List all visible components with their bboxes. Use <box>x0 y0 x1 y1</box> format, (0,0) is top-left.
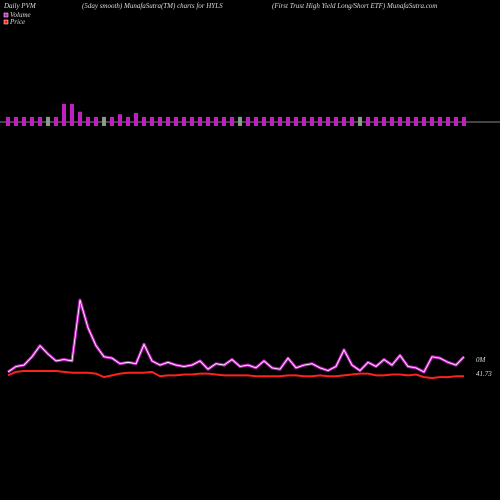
volume-bar <box>190 116 194 126</box>
volume-bar <box>198 116 202 126</box>
legend-swatch <box>3 12 9 18</box>
volume-bar <box>422 116 426 126</box>
volume-bar <box>94 116 98 126</box>
volume-bar <box>462 116 466 126</box>
legend-label: Volume <box>10 11 31 19</box>
volume-bar <box>278 116 282 126</box>
volume-bar <box>158 116 162 126</box>
volume-bar <box>54 116 58 126</box>
volume-bar <box>110 116 114 126</box>
volume-bar <box>398 116 402 126</box>
volume-bar <box>230 116 234 126</box>
volume-bar <box>14 116 18 126</box>
volume-bar <box>302 116 306 126</box>
volume-bar <box>270 116 274 126</box>
volume-bar <box>350 116 354 126</box>
volume-bar <box>374 116 378 126</box>
volume-line-core <box>7 299 465 373</box>
volume-bar <box>182 116 186 126</box>
volume-bar <box>214 116 218 126</box>
volume-bar <box>254 116 258 126</box>
volume-bar <box>390 116 394 126</box>
volume-bar <box>166 116 170 126</box>
volume-bar <box>22 116 26 126</box>
volume-bar <box>150 116 154 126</box>
legend-swatch <box>3 19 9 25</box>
volume-bar <box>334 116 338 126</box>
volume-bar <box>62 103 66 126</box>
volume-bar <box>358 116 362 126</box>
volume-bar <box>310 116 314 126</box>
volume-bar <box>438 116 442 126</box>
volume-bar <box>342 116 346 126</box>
volume-bar <box>326 116 330 126</box>
volume-bar <box>102 116 106 126</box>
volume-bar <box>206 116 210 126</box>
volume-bar <box>118 114 122 126</box>
volume-bar <box>430 116 434 126</box>
volume-bar <box>446 116 450 126</box>
volume-bar <box>46 116 50 126</box>
volume-bar <box>262 116 266 126</box>
volume-bar <box>78 111 82 126</box>
volume-bar <box>382 116 386 126</box>
volume-bar <box>454 116 458 126</box>
volume-bar <box>70 103 74 126</box>
volume-bar <box>238 116 242 126</box>
volume-bar <box>246 116 250 126</box>
volume-bar <box>174 116 178 126</box>
chart-title: Daily PVM <box>3 2 37 10</box>
volume-bar <box>286 116 290 126</box>
volume-bar <box>222 116 226 126</box>
series-last-label: 0M <box>476 356 487 364</box>
volume-bar <box>366 116 370 126</box>
volume-bar <box>414 116 418 126</box>
volume-bar <box>38 116 42 126</box>
volume-bar <box>318 116 322 126</box>
volume-bar <box>126 116 130 126</box>
volume-bar <box>134 113 138 126</box>
volume-bar <box>30 116 34 126</box>
price-line <box>7 370 464 380</box>
legend-label: Price <box>9 18 25 26</box>
chart-subtitle: (5day smooth) MunafaSutra(TM) charts for… <box>82 2 223 10</box>
volume-bar <box>406 116 410 126</box>
series-last-label: 41.73 <box>476 370 492 378</box>
chart-source: (First Trust High Yield Long/Short ETF) … <box>272 2 437 10</box>
volume-bar <box>294 116 298 126</box>
volume-bar <box>86 116 90 126</box>
volume-bar <box>142 116 146 126</box>
volume-bar <box>6 116 10 126</box>
